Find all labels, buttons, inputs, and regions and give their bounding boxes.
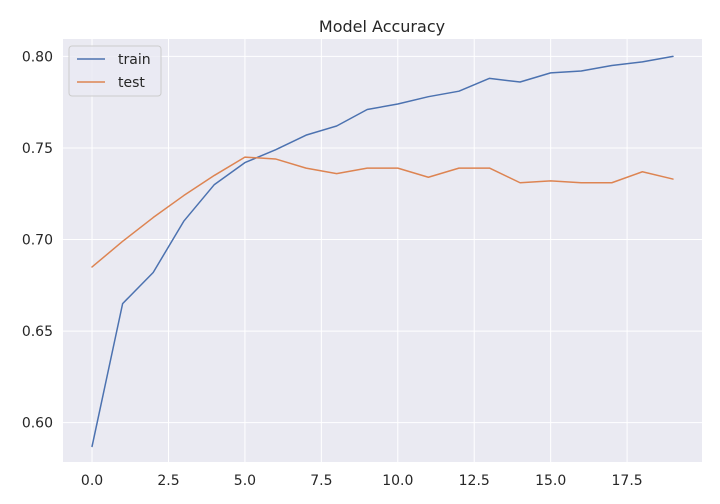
series-line-test [91,156,674,268]
y-tick-label: 0.60 [22,416,53,432]
legend: train test [68,45,162,97]
grid [63,39,702,462]
x-tick-label: 2.5 [157,473,179,489]
x-tick-label: 15.0 [535,473,566,489]
y-tick-label: 0.75 [22,141,53,157]
x-tick-label: 0.0 [81,473,103,489]
x-tick-label: 12.5 [459,473,490,489]
legend-label-test: test [118,75,145,91]
plot-area [63,39,702,462]
x-tick-label: 7.5 [310,473,332,489]
x-tick-label: 17.5 [612,473,643,489]
series-line-train [91,55,674,448]
chart-title: Model Accuracy [319,17,445,36]
legend-label-train: train [118,52,151,68]
x-tick-label: 10.0 [382,473,413,489]
series-layer [91,55,674,448]
y-tick-label: 0.65 [22,324,53,340]
y-tick-label: 0.70 [22,233,53,249]
y-axis: 0.60 0.65 0.70 0.75 0.80 [22,49,53,431]
y-tick-label: 0.80 [22,49,53,65]
x-tick-label: 5.0 [234,473,256,489]
x-axis: 0.0 2.5 5.0 7.5 10.0 12.5 15.0 17.5 [81,473,643,489]
